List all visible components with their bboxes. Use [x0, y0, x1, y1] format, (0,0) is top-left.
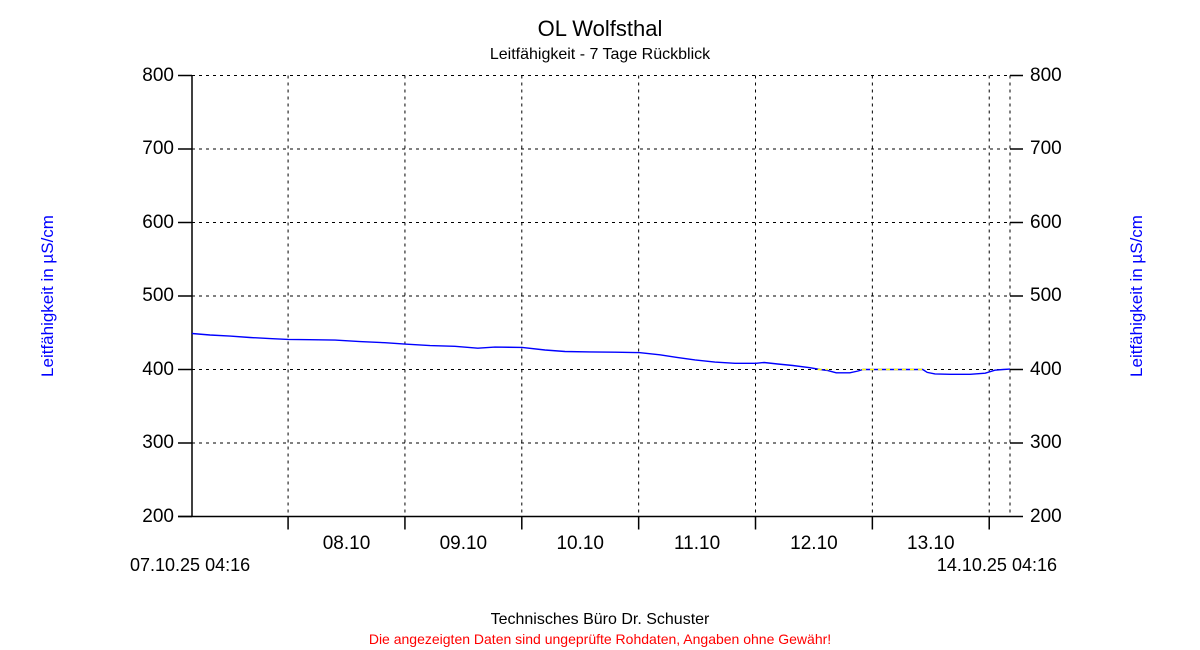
y-tick-label-left-800: 800 [142, 64, 174, 86]
y-tick-label-right-600: 600 [1030, 211, 1062, 233]
y-tick-label-left-400: 400 [142, 358, 174, 380]
footer-company: Technisches Büro Dr. Schuster [490, 611, 710, 628]
data-line-conductivity [191, 332, 1011, 375]
y-tick-label-left-300: 300 [142, 432, 174, 453]
y-tick-label-right-400: 400 [1030, 358, 1062, 380]
y-tick-label-right-500: 500 [1030, 285, 1062, 306]
y-axis-label-left: Leitfähigkeit in µS/cm [38, 215, 57, 377]
chart-subtitle: Leitfähigkeit - 7 Tage Rückblick [489, 46, 711, 63]
y-tick-label-right-200: 200 [1030, 505, 1062, 527]
y-tick-label-right-300: 300 [1030, 432, 1062, 453]
y-tick-label-left-200: 200 [142, 505, 174, 527]
footer-disclaimer: Die angezeigten Daten sind ungeprüfte Ro… [368, 631, 832, 647]
x-tick-label-11.10: 11.10 [674, 533, 721, 554]
y-tick-label-left-700: 700 [142, 138, 174, 159]
y-tick-label-right-700: 700 [1030, 138, 1062, 159]
x-tick-label-08.10: 08.10 [322, 533, 371, 554]
x-tick-label-10.10: 10.10 [556, 533, 604, 554]
x-tick-label-13.10: 13.10 [907, 533, 955, 554]
x-tick-label-09.10: 09.10 [439, 533, 488, 554]
x-axis-start-datetime: 07.10.25 04:16 [130, 555, 251, 575]
chart-title: OL Wolfsthal [537, 16, 663, 41]
y-tick-label-left-600: 600 [142, 211, 174, 233]
x-axis-end-datetime: 14.10.25 04:16 [936, 555, 1057, 575]
y-axis-label-right: Leitfähigkeit in µS/cm [1127, 215, 1146, 377]
y-tick-label-left-500: 500 [142, 285, 174, 306]
x-tick-label-12.10: 12.10 [790, 533, 838, 554]
y-tick-label-right-800: 800 [1030, 64, 1062, 86]
